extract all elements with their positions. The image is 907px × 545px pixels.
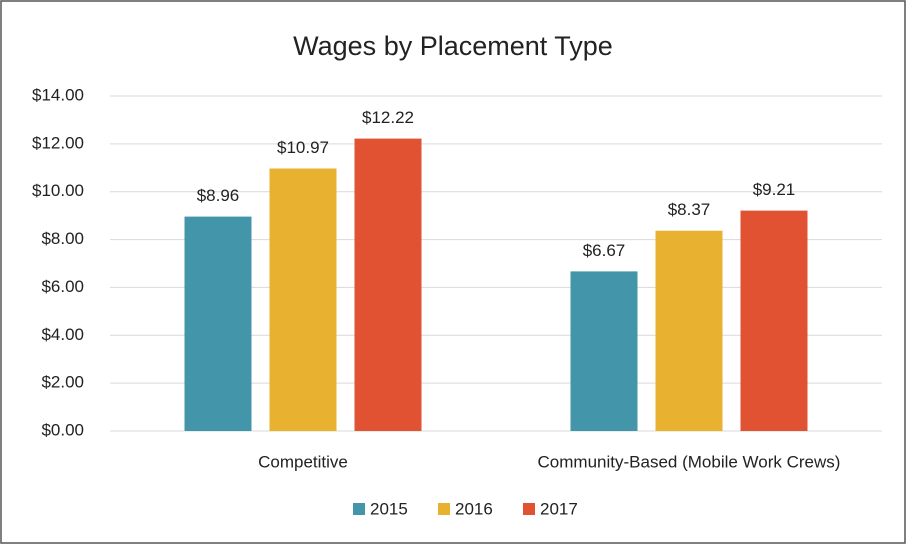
legend-label: 2015	[370, 499, 408, 518]
bar	[740, 210, 808, 431]
value-label: $9.21	[753, 180, 796, 199]
y-tick-label: $12.00	[32, 133, 84, 152]
value-label: $8.96	[197, 186, 240, 205]
y-tick-label: $6.00	[41, 277, 84, 296]
y-tick-label: $0.00	[41, 420, 84, 439]
y-tick-label: $14.00	[32, 85, 84, 104]
chart-title: Wages by Placement Type	[293, 31, 613, 61]
bar	[269, 168, 337, 431]
y-tick-label: $4.00	[41, 325, 84, 344]
legend-swatch	[438, 503, 450, 515]
value-label: $12.22	[362, 108, 414, 127]
x-tick-label: Community-Based (Mobile Work Crews)	[538, 452, 841, 471]
y-tick-label: $2.00	[41, 373, 84, 392]
legend-label: 2017	[540, 499, 578, 518]
x-tick-label: Competitive	[258, 452, 348, 471]
legend-label: 2016	[455, 499, 493, 518]
value-label: $10.97	[277, 138, 329, 157]
bar	[354, 138, 422, 432]
y-tick-label: $8.00	[41, 229, 84, 248]
bar	[570, 271, 638, 431]
value-label: $6.67	[583, 241, 626, 260]
y-tick-label: $10.00	[32, 181, 84, 200]
bar	[184, 216, 252, 431]
bar	[655, 230, 723, 431]
legend-swatch	[523, 503, 535, 515]
legend-swatch	[353, 503, 365, 515]
value-label: $8.37	[668, 200, 711, 219]
